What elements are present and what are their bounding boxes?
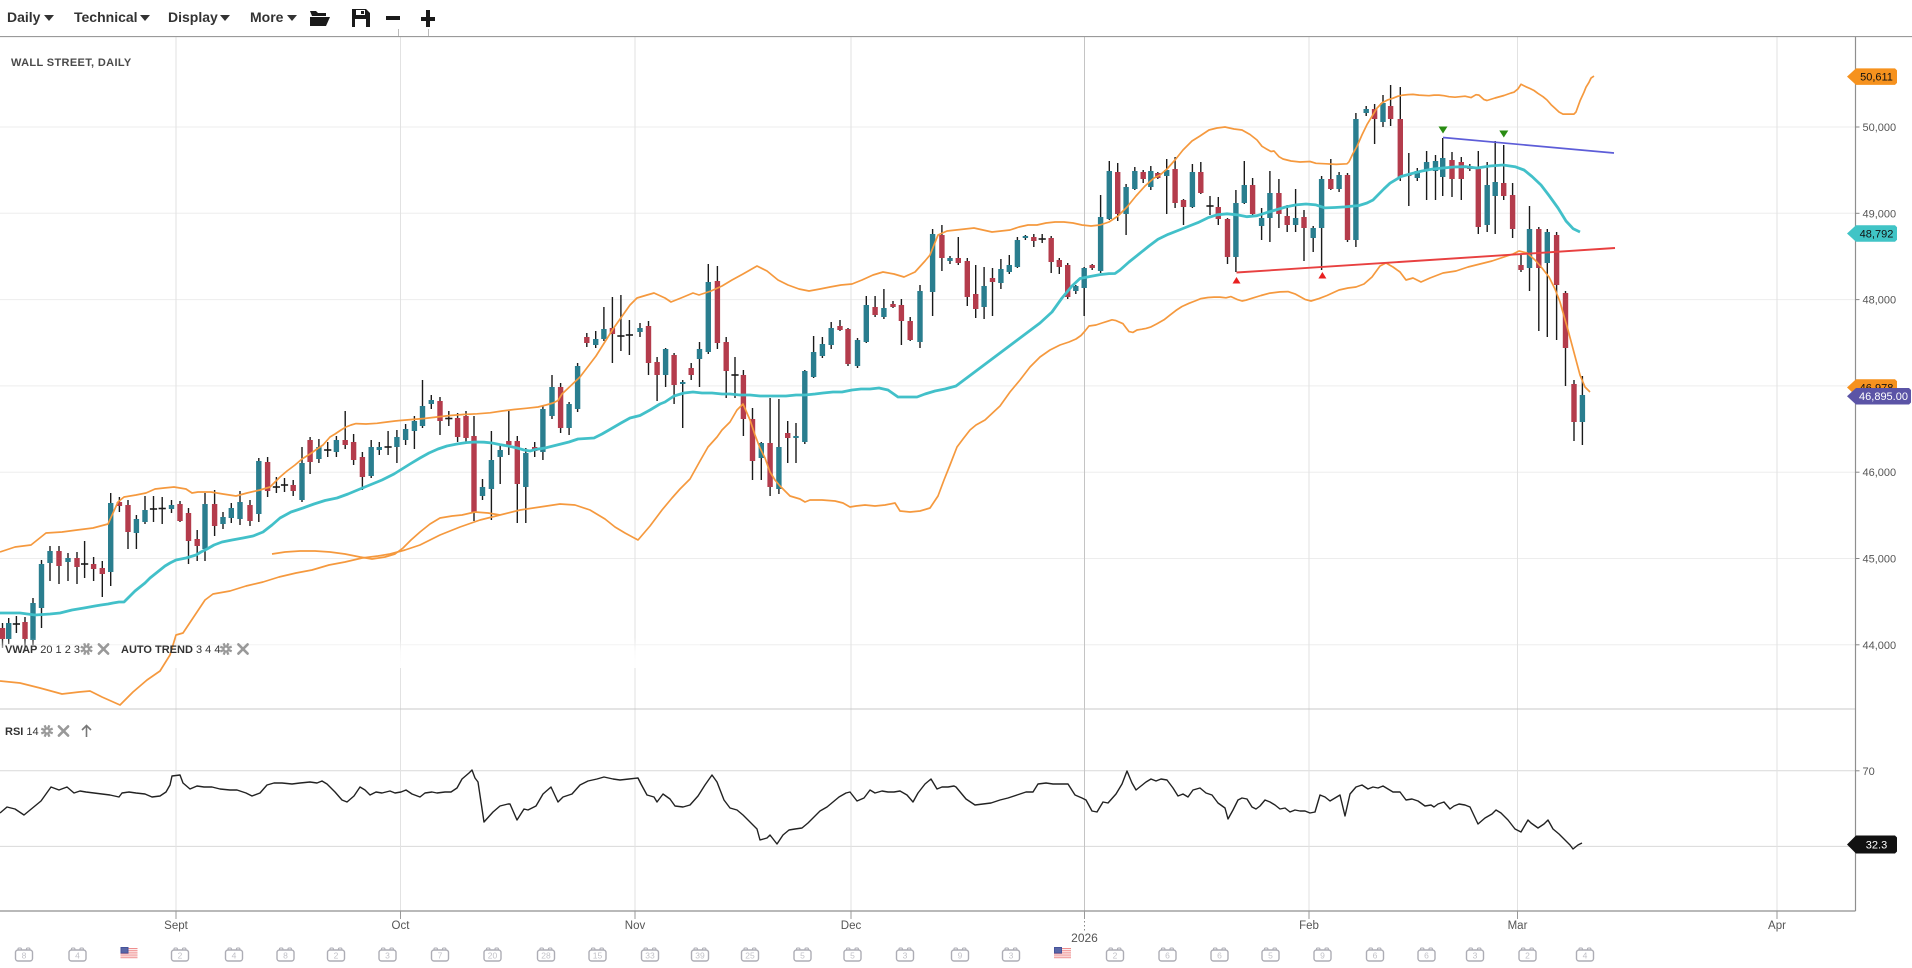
- svg-text:50,000: 50,000: [1863, 122, 1897, 134]
- svg-text:Apr: Apr: [1768, 920, 1786, 932]
- svg-text:20: 20: [488, 951, 498, 961]
- svg-text:AUTO TREND 3 4 4: AUTO TREND 3 4 4: [121, 644, 220, 656]
- svg-text:46,895.00: 46,895.00: [1859, 391, 1908, 403]
- svg-text:Oct: Oct: [392, 920, 411, 932]
- svg-text:5: 5: [850, 951, 855, 961]
- svg-text:Sept: Sept: [164, 920, 188, 932]
- svg-text:8: 8: [283, 951, 288, 961]
- svg-text:6: 6: [1424, 951, 1429, 961]
- svg-text:15: 15: [593, 951, 603, 961]
- svg-text:48,792: 48,792: [1860, 229, 1894, 241]
- svg-text:2: 2: [1113, 951, 1118, 961]
- svg-text:Nov: Nov: [625, 920, 646, 932]
- svg-text:32.3: 32.3: [1866, 840, 1887, 852]
- svg-text:4: 4: [75, 951, 80, 961]
- svg-text:VWAP 20 1 2 3: VWAP 20 1 2 3: [5, 644, 80, 656]
- svg-text:4: 4: [232, 951, 237, 961]
- svg-text:6: 6: [1165, 951, 1170, 961]
- svg-text:39: 39: [695, 951, 705, 961]
- svg-text:50,611: 50,611: [1860, 72, 1893, 84]
- svg-text:48,000: 48,000: [1863, 295, 1897, 307]
- svg-text:5: 5: [800, 951, 805, 961]
- svg-text:3: 3: [385, 951, 390, 961]
- svg-text:Feb: Feb: [1299, 920, 1319, 932]
- svg-text:25: 25: [745, 951, 755, 961]
- svg-text:45,000: 45,000: [1863, 554, 1897, 566]
- svg-text:6: 6: [1217, 951, 1222, 961]
- svg-text:9: 9: [958, 951, 963, 961]
- svg-text:2: 2: [1525, 951, 1530, 961]
- svg-text:RSI 14: RSI 14: [5, 726, 39, 738]
- svg-text:WALL STREET, DAILY: WALL STREET, DAILY: [11, 57, 132, 69]
- svg-text:2: 2: [178, 951, 183, 961]
- svg-text:2026: 2026: [1071, 931, 1098, 945]
- svg-text:3: 3: [1009, 951, 1014, 961]
- svg-text:Dec: Dec: [841, 920, 862, 932]
- svg-text:9: 9: [1320, 951, 1325, 961]
- svg-text:28: 28: [541, 951, 551, 961]
- svg-text:2: 2: [334, 951, 339, 961]
- svg-text:8: 8: [22, 951, 27, 961]
- svg-text:44,000: 44,000: [1863, 640, 1897, 652]
- svg-text:49,000: 49,000: [1863, 208, 1897, 220]
- svg-text:70: 70: [1863, 766, 1875, 778]
- svg-text:3: 3: [903, 951, 908, 961]
- svg-text:7: 7: [438, 951, 443, 961]
- svg-text:6: 6: [1373, 951, 1378, 961]
- svg-text:5: 5: [1268, 951, 1273, 961]
- svg-text:46,000: 46,000: [1863, 467, 1897, 479]
- svg-text:3: 3: [1473, 951, 1478, 961]
- svg-text:33: 33: [645, 951, 655, 961]
- svg-text:4: 4: [1583, 951, 1588, 961]
- svg-text:Mar: Mar: [1508, 920, 1528, 932]
